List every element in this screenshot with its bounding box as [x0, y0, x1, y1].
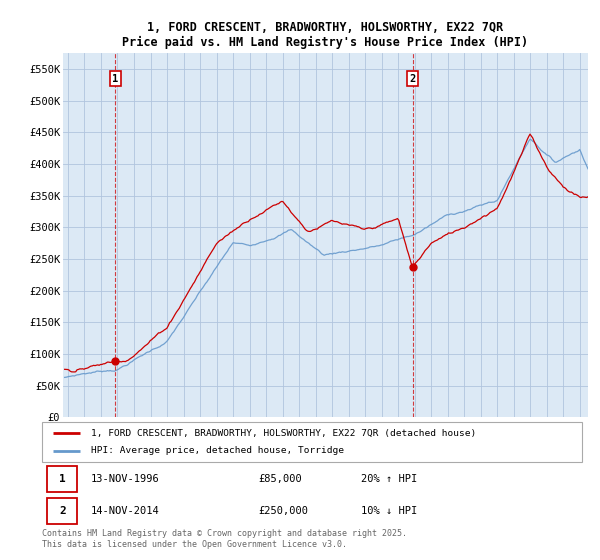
Text: 1, FORD CRESCENT, BRADWORTHY, HOLSWORTHY, EX22 7QR (detached house): 1, FORD CRESCENT, BRADWORTHY, HOLSWORTHY…	[91, 428, 476, 437]
Text: 1: 1	[59, 474, 65, 484]
Text: 13-NOV-1996: 13-NOV-1996	[91, 474, 160, 484]
Text: 2: 2	[59, 506, 65, 516]
Text: 1: 1	[112, 73, 118, 83]
Text: 2: 2	[409, 73, 416, 83]
Text: Contains HM Land Registry data © Crown copyright and database right 2025.
This d: Contains HM Land Registry data © Crown c…	[42, 529, 407, 549]
Text: 10% ↓ HPI: 10% ↓ HPI	[361, 506, 417, 516]
Text: 20% ↑ HPI: 20% ↑ HPI	[361, 474, 417, 484]
FancyBboxPatch shape	[47, 466, 77, 492]
Text: HPI: Average price, detached house, Torridge: HPI: Average price, detached house, Torr…	[91, 446, 344, 455]
Text: 14-NOV-2014: 14-NOV-2014	[91, 506, 160, 516]
Text: £85,000: £85,000	[258, 474, 302, 484]
FancyBboxPatch shape	[42, 422, 582, 462]
Text: £250,000: £250,000	[258, 506, 308, 516]
Title: 1, FORD CRESCENT, BRADWORTHY, HOLSWORTHY, EX22 7QR
Price paid vs. HM Land Regist: 1, FORD CRESCENT, BRADWORTHY, HOLSWORTHY…	[122, 21, 529, 49]
FancyBboxPatch shape	[47, 498, 77, 524]
